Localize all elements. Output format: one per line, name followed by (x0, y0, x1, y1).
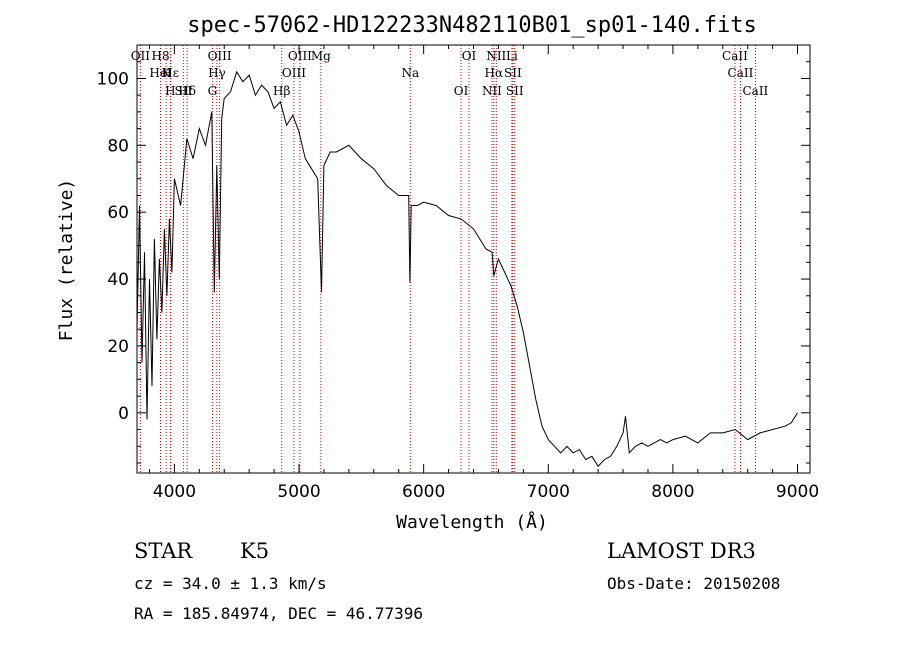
spectral-line-label: OI (454, 84, 469, 98)
spectral-line-label: OIII (282, 66, 306, 80)
object-class: STAR (134, 539, 193, 563)
x-tick-label: 4000 (153, 482, 196, 502)
spectral-line-label: SII (504, 66, 522, 80)
coordinates: RA = 185.84974, DEC = 46.77396 (134, 604, 423, 623)
x-tick-label: 9000 (776, 482, 819, 502)
spectral-line-label: HeI (149, 66, 172, 80)
y-tick-label: 80 (107, 136, 129, 156)
y-tick-label: 40 (107, 270, 129, 290)
observation-date: Obs-Date: 20150208 (607, 574, 781, 593)
spectral-line-label: Hα (485, 66, 504, 80)
spectral-line-label: OI (462, 49, 477, 63)
spectral-line-label: CaII (728, 66, 754, 80)
y-tick-label: 20 (107, 337, 129, 357)
y-tick-label: 0 (118, 404, 129, 424)
spectral-line-label: Li (506, 49, 518, 63)
spectral-line-labels: H8HεHδOIIHeISIIOIIIHγGOIIIOIIIHβMgNaOIOI… (131, 49, 769, 98)
spectral-line-label: NII (482, 84, 502, 98)
chart-title: spec-57062-HD122233N482110B01_sp01-140.f… (187, 13, 757, 38)
spectral-line-label: H8 (152, 49, 170, 63)
survey-name: LAMOST DR3 (607, 539, 756, 563)
spectral-line-label: CaII (742, 84, 768, 98)
spectral-line-label: H (165, 84, 175, 98)
spectral-line-label: SII (175, 84, 193, 98)
spectral-line-label: NII (486, 49, 506, 63)
spectral-line-label: Hγ (208, 66, 226, 80)
y-axis-label: Flux (relative) (56, 179, 77, 342)
x-axis: 4000 5000 6000 7000 8000 9000 (148, 45, 819, 502)
spectral-line-label: Hδ (178, 84, 196, 98)
spectral-line-label: SII (506, 84, 524, 98)
spectral-line-label: OIII (208, 49, 232, 63)
spectrum-line (136, 70, 798, 468)
spectral-line-label: Mg (311, 49, 331, 63)
spectral-line-markers (139, 45, 756, 473)
spectral-line-label: CaII (722, 49, 748, 63)
y-axis: 0 20 40 60 80 100 (97, 61, 810, 464)
spectral-line-label: Na (401, 66, 419, 80)
y-tick-label: 60 (107, 203, 129, 223)
spectral-line-label: Hβ (273, 84, 290, 98)
spectral-line-label: K (162, 66, 172, 80)
spectral-line-label: OIII (288, 49, 312, 63)
x-tick-label: 5000 (277, 482, 320, 502)
x-tick-label: 6000 (402, 482, 445, 502)
plot-frame (136, 44, 811, 474)
x-tick-label: 7000 (527, 482, 570, 502)
spectral-line-label: OII (131, 49, 151, 63)
spectral-line-label: Hε (162, 66, 179, 80)
redshift-cz: cz = 34.0 ± 1.3 km/s (134, 574, 327, 593)
object-subclass: K5 (240, 539, 270, 563)
x-axis-label: Wavelength (Å) (396, 511, 548, 533)
spectral-line-label: G (208, 84, 218, 98)
y-tick-label: 100 (97, 69, 129, 89)
x-tick-label: 8000 (651, 482, 694, 502)
